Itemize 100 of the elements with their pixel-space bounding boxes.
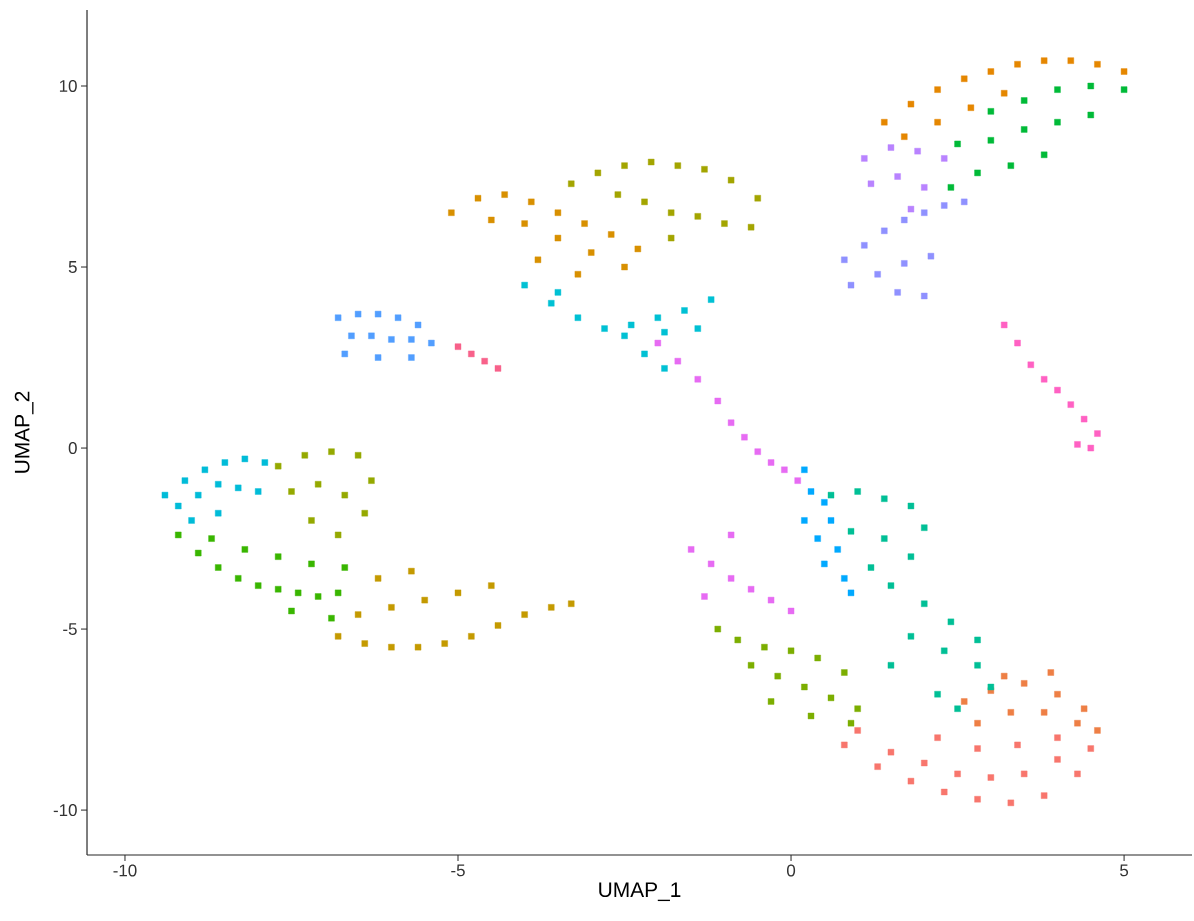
y-tick-label: 10 (59, 80, 77, 93)
point (1040, 376, 1048, 383)
point (921, 524, 928, 531)
point (1001, 321, 1008, 329)
point (554, 234, 562, 242)
point (1074, 441, 1081, 448)
y-axis-title: UMAP_2 (14, 391, 34, 473)
point (581, 220, 588, 227)
point (621, 332, 628, 340)
point (861, 155, 868, 162)
point (801, 517, 808, 524)
point (934, 119, 941, 126)
point (215, 510, 222, 517)
point (454, 343, 462, 350)
point (961, 75, 968, 82)
point (921, 184, 928, 191)
point (1040, 151, 1048, 158)
point (887, 662, 895, 669)
point (907, 553, 915, 560)
point (974, 720, 981, 727)
point (621, 263, 628, 271)
point (528, 198, 535, 206)
point (841, 256, 848, 263)
point (747, 662, 755, 669)
point (1001, 90, 1008, 97)
point (787, 647, 795, 654)
point (1094, 727, 1101, 734)
point (1014, 741, 1021, 749)
point (927, 252, 935, 260)
point (1074, 770, 1081, 778)
point (494, 622, 502, 629)
point (1087, 82, 1094, 90)
point (914, 147, 921, 155)
point (701, 593, 708, 600)
point (1047, 669, 1054, 676)
point (354, 452, 362, 459)
point (781, 466, 788, 473)
point (1054, 734, 1061, 741)
point (1080, 415, 1088, 423)
point (235, 575, 242, 582)
point (987, 774, 995, 781)
point (934, 691, 941, 698)
point (907, 100, 915, 108)
point (701, 166, 708, 173)
point (821, 560, 828, 568)
point (694, 213, 701, 220)
point (394, 314, 402, 321)
point (827, 491, 835, 499)
point (694, 376, 701, 383)
point (987, 137, 995, 144)
point (847, 528, 855, 535)
point (854, 705, 861, 712)
point (661, 365, 668, 372)
point (501, 191, 508, 198)
point (941, 202, 948, 209)
point (408, 354, 415, 361)
point (767, 596, 775, 604)
point (827, 694, 835, 702)
point (1120, 68, 1128, 75)
point (334, 531, 342, 539)
point (754, 195, 761, 202)
point (454, 589, 462, 597)
point (175, 502, 182, 510)
point (441, 640, 448, 647)
point (534, 256, 542, 263)
point (374, 354, 382, 361)
point (1014, 61, 1021, 68)
point (341, 564, 348, 571)
point (1120, 86, 1128, 93)
point (761, 643, 768, 651)
point (408, 567, 415, 575)
point (241, 455, 249, 463)
point (594, 169, 602, 177)
point (235, 484, 242, 492)
point (201, 466, 209, 473)
point (488, 216, 495, 224)
point (1007, 799, 1015, 807)
point (621, 162, 628, 169)
point (414, 321, 422, 329)
point (215, 564, 222, 571)
point (874, 763, 881, 770)
point (734, 636, 741, 644)
point (1087, 111, 1094, 119)
point (608, 231, 615, 238)
point (354, 611, 362, 618)
point (947, 618, 955, 626)
point (987, 68, 995, 75)
point (388, 604, 395, 611)
point (374, 310, 382, 318)
point (674, 162, 681, 169)
point (974, 662, 981, 669)
point (334, 633, 342, 640)
point (887, 748, 895, 756)
point (947, 184, 955, 191)
point (907, 777, 915, 785)
point (521, 220, 528, 227)
point (961, 198, 968, 206)
point (867, 180, 875, 187)
point (674, 357, 681, 365)
point (1001, 672, 1008, 680)
